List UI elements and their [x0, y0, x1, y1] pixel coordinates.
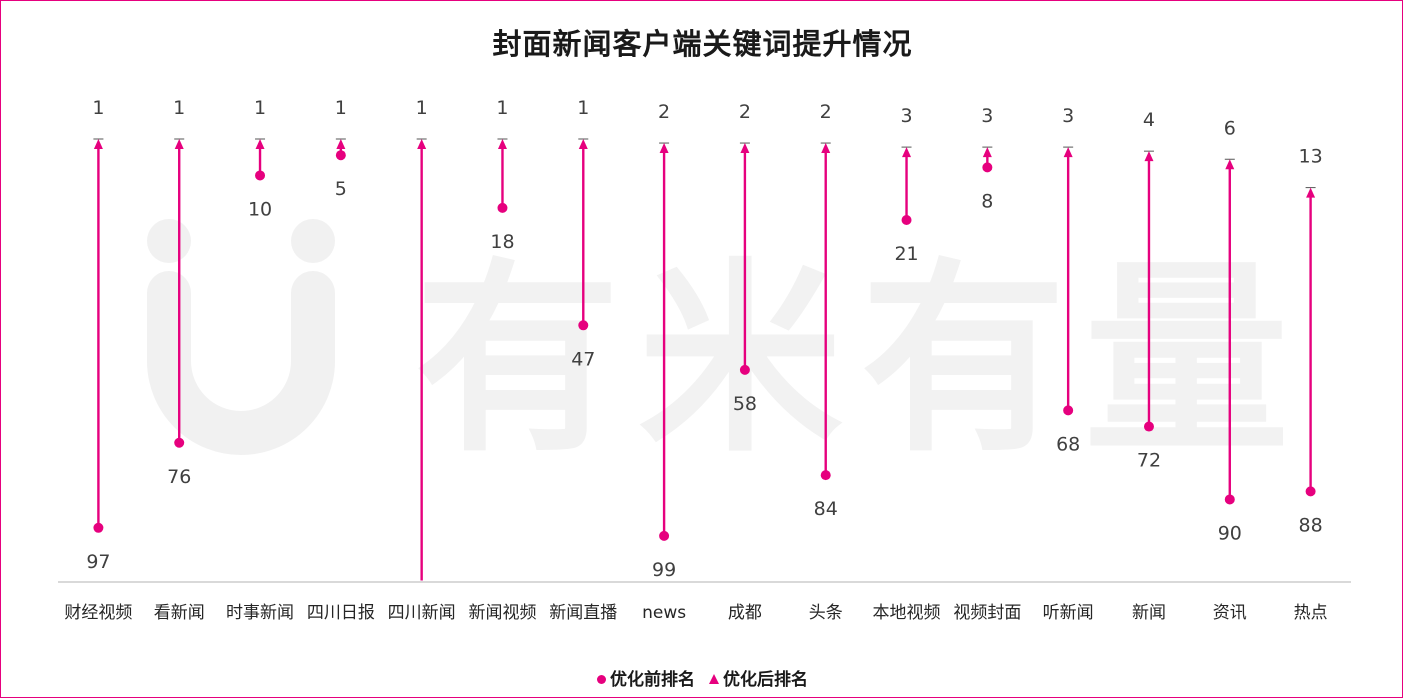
after-label: 1: [92, 97, 104, 119]
chart-title: 封面新闻客户端关键词提升情况: [492, 27, 913, 61]
before-marker: [982, 162, 993, 173]
before-label: 8: [981, 190, 993, 212]
after-label: 3: [981, 105, 993, 127]
before-label: 68: [1056, 433, 1080, 455]
x-tick-label: 时事新闻: [226, 603, 294, 623]
before-label: 88: [1299, 514, 1323, 536]
legend-label-before: 优化前排名: [610, 670, 696, 690]
before-marker: [659, 530, 670, 541]
after-marker: [740, 143, 750, 154]
x-tick-label: 视频封面: [953, 603, 1021, 623]
before-marker: [901, 215, 912, 225]
after-marker: [578, 139, 588, 149]
before-label: 90: [1218, 522, 1242, 544]
after-marker: [902, 147, 912, 158]
before-marker: [739, 364, 750, 375]
after-label: 2: [658, 101, 670, 123]
before-label: 84: [814, 498, 838, 520]
x-tick-label: 四川新闻: [388, 603, 456, 623]
before-marker: [578, 320, 589, 331]
after-label: 1: [496, 97, 508, 119]
after-marker: [336, 139, 346, 149]
before-marker: [93, 522, 104, 533]
legend-label-after: 优化后排名: [722, 670, 808, 690]
after-label: 1: [416, 97, 428, 119]
x-tick-label: 成都: [728, 603, 762, 623]
after-marker: [1225, 159, 1235, 170]
legend-circle-icon: [597, 675, 607, 684]
x-tick-label: 新闻直播: [549, 603, 617, 623]
before-marker: [1063, 405, 1074, 416]
before-label: 72: [1137, 450, 1161, 472]
x-tick-label: 头条: [809, 603, 843, 623]
legend-item-after: 优化后排名: [708, 665, 808, 690]
before-label: 99: [652, 559, 676, 581]
before-marker: [820, 470, 831, 481]
after-marker: [1306, 187, 1316, 198]
before-marker: [255, 170, 266, 181]
x-tick-label: 看新闻: [154, 603, 205, 623]
after-marker: [659, 143, 669, 154]
legend-triangle-icon: [708, 674, 719, 684]
after-label: 3: [1062, 105, 1074, 127]
before-marker: [335, 150, 346, 161]
before-label: 58: [733, 393, 757, 415]
after-marker: [1063, 147, 1073, 158]
before-label-bg: [642, 556, 687, 581]
after-label: 3: [900, 105, 912, 127]
legend-item-before: 优化前排名: [597, 665, 695, 690]
before-marker: [497, 202, 508, 213]
before-marker: [1143, 421, 1154, 432]
x-tick-label: 新闻视频: [468, 603, 536, 623]
after-marker: [982, 147, 992, 158]
after-marker: [174, 139, 184, 149]
after-marker: [1144, 151, 1154, 162]
before-label: 21: [894, 243, 918, 265]
after-marker: [93, 139, 103, 149]
after-label: 13: [1299, 146, 1323, 168]
before-marker: [174, 437, 185, 448]
after-label: 1: [254, 97, 266, 119]
x-tick-label: 四川日报: [307, 603, 375, 623]
watermark: 有米有量: [147, 219, 1307, 480]
after-marker: [417, 139, 427, 149]
after-label: 4: [1143, 109, 1155, 131]
smile-logo-icon: [147, 219, 335, 455]
x-tick-label: news: [642, 603, 686, 623]
after-label: 1: [577, 97, 589, 119]
after-marker: [497, 139, 507, 149]
x-tick-label: 热点: [1294, 603, 1328, 623]
before-label: 18: [490, 231, 514, 253]
after-label: 2: [820, 101, 832, 123]
x-tick-label: 资讯: [1213, 603, 1247, 623]
before-marker: [1224, 494, 1235, 505]
x-tick-label: 本地视频: [873, 603, 941, 623]
after-label: 6: [1224, 117, 1236, 139]
before-marker: [1305, 486, 1316, 497]
before-label: 97: [86, 551, 110, 573]
legend: 优化前排名 优化后排名: [1, 665, 1402, 690]
watermark-text: 有米有量: [415, 242, 1307, 480]
after-label: 1: [173, 97, 185, 119]
after-marker: [255, 139, 265, 149]
x-tick-label: 新闻: [1132, 603, 1166, 623]
before-label: 76: [167, 466, 191, 488]
x-tick-label: 听新闻: [1043, 603, 1094, 623]
before-label: 10: [248, 198, 272, 220]
before-label: 5: [335, 178, 347, 200]
after-marker: [821, 143, 831, 154]
after-label: 2: [739, 101, 751, 123]
x-tick-label: 财经视频: [64, 603, 132, 623]
before-label: 47: [571, 348, 595, 370]
after-label: 1: [335, 97, 347, 119]
